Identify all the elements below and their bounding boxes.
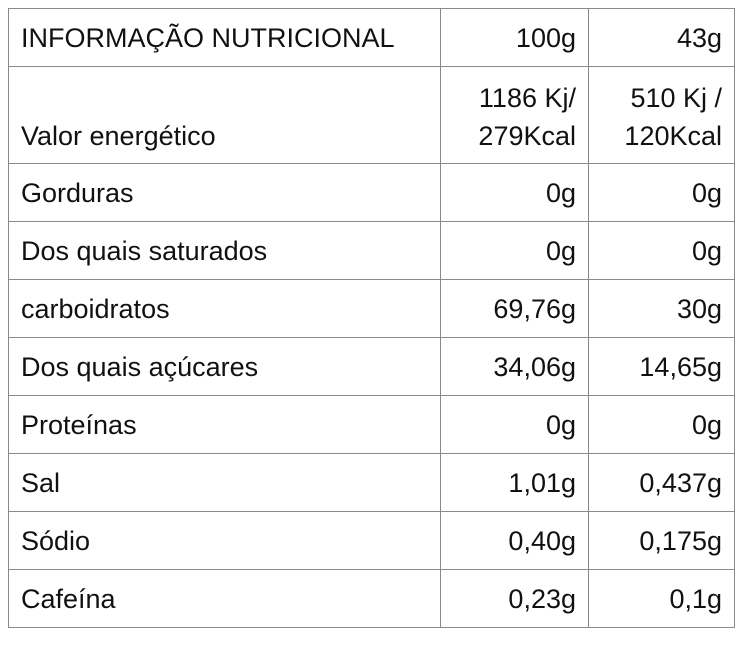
value-line: 1186 Kj/ — [478, 83, 576, 113]
row-label: Proteínas — [8, 395, 441, 454]
value-cell: 30g — [588, 279, 735, 338]
value-cell: 0g — [588, 163, 735, 222]
value-cell: 0,23g — [440, 569, 589, 628]
value-cell: 0g — [588, 221, 735, 280]
table-row: Dos quais saturados 0g 0g — [8, 221, 735, 280]
table-row: Dos quais açúcares 34,06g 14,65g — [8, 337, 735, 396]
table-row: Proteínas 0g 0g — [8, 395, 735, 454]
value-cell: 0,437g — [588, 453, 735, 512]
value-line: 279Kcal — [478, 121, 576, 151]
row-label: carboidratos — [8, 279, 441, 338]
value-cell: 14,65g — [588, 337, 735, 396]
table-row: Valor energético 1186 Kj/279Kcal 510 Kj /1… — [8, 66, 735, 164]
row-label: Dos quais açúcares — [8, 337, 441, 396]
value-line: 120Kcal — [624, 121, 722, 151]
row-label: Gorduras — [8, 163, 441, 222]
value-cell: 43g — [588, 8, 735, 67]
value-cell: 100g — [440, 8, 589, 67]
table-row: carboidratos 69,76g 30g — [8, 279, 735, 338]
table-row: Gorduras 0g 0g — [8, 163, 735, 222]
value-cell: 0,40g — [440, 511, 589, 570]
value-cell: 0g — [588, 395, 735, 454]
row-label: Sódio — [8, 511, 441, 570]
value-cell: 0,1g — [588, 569, 735, 628]
value-cell: 0g — [440, 221, 589, 280]
value-cell: 510 Kj / 120Kcal — [588, 66, 735, 164]
value-cell: 1,01g — [440, 453, 589, 512]
header-row: INFORMAÇÃO NUTRICIONAL 100g 43g — [8, 8, 735, 67]
value-cell: 69,76g — [440, 279, 589, 338]
value-cell: 0g — [440, 163, 589, 222]
row-label: Valor energético — [8, 66, 441, 164]
value-cell: 0,175g — [588, 511, 735, 570]
value-cell: 34,06g — [440, 337, 589, 396]
nutrition-table: INFORMAÇÃO NUTRICIONAL 100g 43g Valor energ… — [8, 8, 735, 628]
table-row: Sódio 0,40g 0,175g — [8, 511, 735, 570]
value-cell: 0g — [440, 395, 589, 454]
row-label: Dos quais saturados — [8, 221, 441, 280]
row-label: Sal — [8, 453, 441, 512]
table-row: Cafeína 0,23g 0,1g — [8, 569, 735, 628]
row-label: INFORMAÇÃO NUTRICIONAL — [8, 8, 441, 67]
value-line: 510 Kj / — [630, 83, 722, 113]
row-label: Cafeína — [8, 569, 441, 628]
table-row: Sal 1,01g 0,437g — [8, 453, 735, 512]
value-cell: 1186 Kj/279Kcal — [440, 66, 589, 164]
